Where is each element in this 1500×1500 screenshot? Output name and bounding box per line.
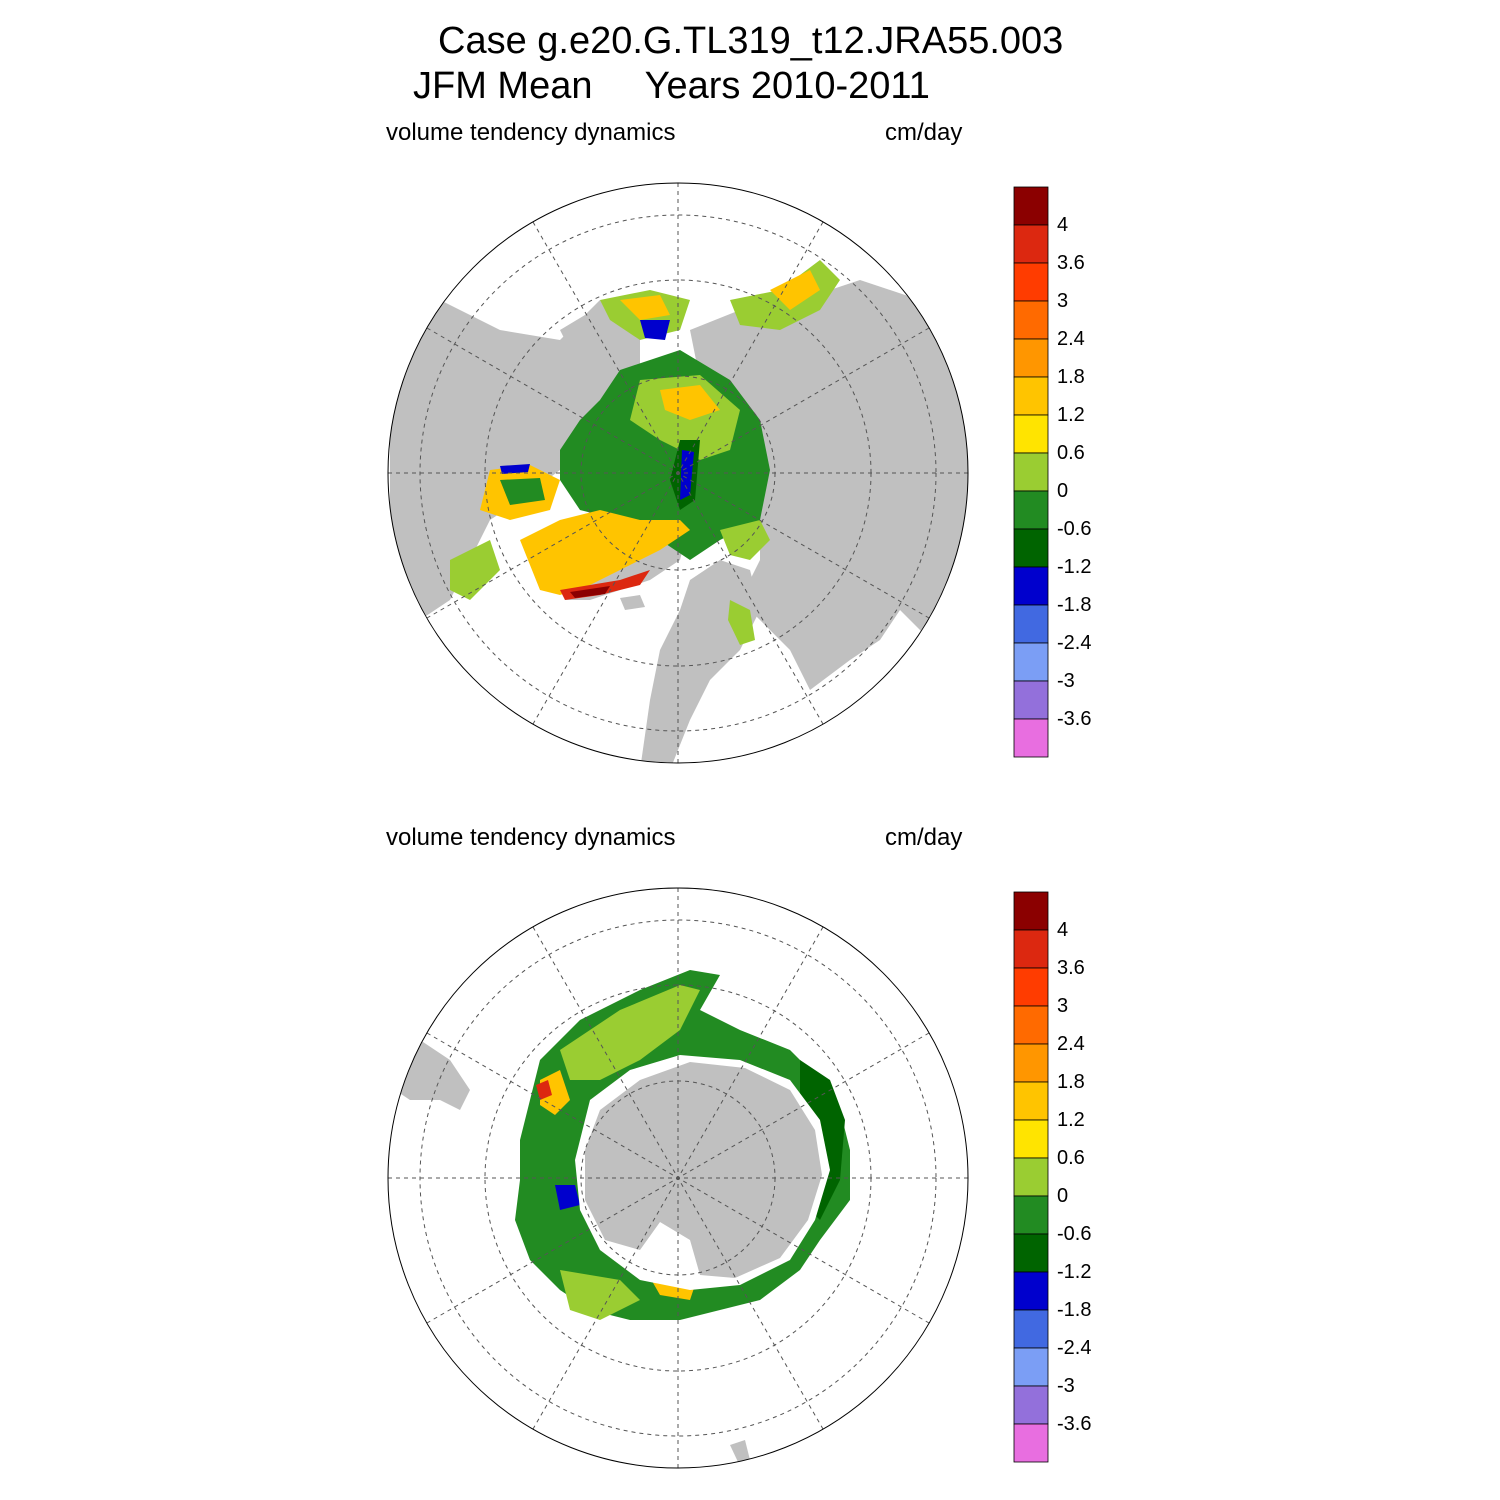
north-colorbar-tick-label: -2.4 — [1057, 632, 1092, 654]
south-panel-units-label: cm/day — [885, 824, 963, 851]
north-colorbar-tick-label: -1.2 — [1057, 556, 1092, 578]
south-colorbar-swatch — [1013, 967, 1049, 1007]
antarctica — [585, 1062, 822, 1278]
north-colorbar-swatch — [1013, 528, 1049, 568]
south-colorbar-tick-label: 1.2 — [1057, 1109, 1085, 1131]
south-colorbar-tick-label: 0 — [1057, 1185, 1069, 1207]
south-colorbar-swatch — [1013, 1157, 1049, 1197]
north-colorbar-tick-label: 3.6 — [1057, 252, 1085, 274]
south-colorbar-swatch — [1013, 1005, 1049, 1045]
north-colorbar-tick-label: 0.6 — [1057, 442, 1085, 464]
north-colorbar-swatch — [1013, 376, 1049, 416]
south-colorbar-tick-label: -0.6 — [1057, 1223, 1092, 1245]
north-colorbar-swatch — [1013, 186, 1049, 226]
south-colorbar-swatch — [1013, 1423, 1049, 1463]
south-colorbar-tick-label: -1.2 — [1057, 1261, 1092, 1283]
north-colorbar-tick-label: 1.2 — [1057, 404, 1085, 426]
south-colorbar-tick-label: 3 — [1057, 995, 1069, 1017]
south-colorbar-tick-label: 2.4 — [1057, 1033, 1085, 1055]
north-graticule — [388, 183, 968, 763]
north-colorbar-tick-label: 2.4 — [1057, 328, 1085, 350]
south-colorbar-swatch — [1013, 1195, 1049, 1235]
south-polar-map — [387, 887, 969, 1469]
north-panel-variable-label: volume tendency dynamics — [386, 119, 676, 146]
north-colorbar-swatch — [1013, 718, 1049, 758]
north-colorbar — [1013, 186, 1049, 758]
south-colorbar-tick-label: 1.8 — [1057, 1071, 1085, 1093]
south-graticule — [388, 888, 968, 1468]
north-colorbar-swatch — [1013, 680, 1049, 720]
north-colorbar-swatch — [1013, 262, 1049, 302]
south-colorbar-tick-label: -3 — [1057, 1375, 1075, 1397]
north-panel-units-label: cm/day — [885, 119, 963, 146]
north-colorbar-tick-label: 4 — [1057, 214, 1069, 236]
north-colorbar-swatch — [1013, 224, 1049, 264]
south-colorbar-tick-label: 0.6 — [1057, 1147, 1085, 1169]
north-sea-ice — [450, 260, 840, 645]
north-polar-map — [387, 182, 969, 764]
north-colorbar-swatch — [1013, 604, 1049, 644]
north-colorbar-tick-label: -1.8 — [1057, 594, 1092, 616]
south-colorbar-swatch — [1013, 1347, 1049, 1387]
south-colorbar-swatch — [1013, 1081, 1049, 1121]
north-colorbar-swatch — [1013, 414, 1049, 454]
north-map-border — [387, 182, 969, 764]
north-colorbar-tick-label: -0.6 — [1057, 518, 1092, 540]
south-colorbar — [1013, 891, 1049, 1463]
north-colorbar-swatch — [1013, 300, 1049, 340]
south-colorbar-swatch — [1013, 1271, 1049, 1311]
north-colorbar-tick-label: 0 — [1057, 480, 1069, 502]
south-colorbar-tick-label: -3.6 — [1057, 1413, 1092, 1435]
south-colorbar-tick-label: 4 — [1057, 919, 1069, 941]
south-colorbar-swatch — [1013, 1385, 1049, 1425]
north-colorbar-tick-label: -3.6 — [1057, 708, 1092, 730]
south-colorbar-tick-label: -1.8 — [1057, 1299, 1092, 1321]
north-colorbar-swatch — [1013, 338, 1049, 378]
north-colorbar-tick-label: 1.8 — [1057, 366, 1085, 388]
north-colorbar-tick-label: 3 — [1057, 290, 1069, 312]
north-colorbar-tick-label: -3 — [1057, 670, 1075, 692]
south-panel-variable-label: volume tendency dynamics — [386, 824, 676, 851]
north-colorbar-swatch — [1013, 642, 1049, 682]
south-colorbar-swatch — [1013, 891, 1049, 931]
south-map-border — [387, 887, 969, 1469]
figure-title-case: Case g.e20.G.TL319_t12.JRA55.003 — [438, 20, 1064, 62]
south-colorbar-swatch — [1013, 1233, 1049, 1273]
figure-title-period: JFM Mean Years 2010-2011 — [413, 65, 930, 107]
north-colorbar-swatch — [1013, 566, 1049, 606]
south-colorbar-tick-label: 3.6 — [1057, 957, 1085, 979]
south-colorbar-swatch — [1013, 1309, 1049, 1349]
south-colorbar-swatch — [1013, 1119, 1049, 1159]
south-colorbar-swatch — [1013, 1043, 1049, 1083]
south-colorbar-swatch — [1013, 929, 1049, 969]
north-colorbar-swatch — [1013, 452, 1049, 492]
north-colorbar-swatch — [1013, 490, 1049, 530]
south-colorbar-tick-label: -2.4 — [1057, 1337, 1092, 1359]
